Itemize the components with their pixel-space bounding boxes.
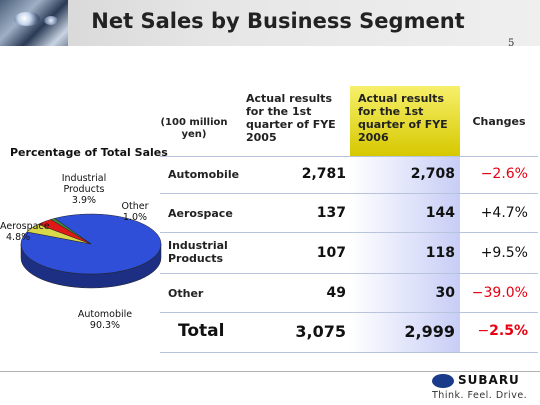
column-header-changes: Changes: [472, 114, 526, 128]
pie-chart: [20, 213, 162, 289]
footer-divider: [0, 371, 540, 372]
value-change-total: −2.5%: [460, 323, 528, 339]
row-divider: [160, 193, 538, 194]
value-curr-industrial: 118: [425, 245, 455, 261]
value-curr-aerospace: 144: [425, 205, 455, 221]
row-label-automobile: Automobile: [168, 168, 240, 181]
row-divider: [160, 156, 538, 157]
slide-number: 5: [508, 38, 515, 49]
header-bar: Net Sales by Business Segment: [0, 0, 540, 46]
subaru-logo-icon: [432, 374, 454, 388]
pie-label-aerospace-name: Aerospace: [0, 221, 50, 232]
pie-label-automobile: Automobile 90.3%: [72, 309, 138, 331]
value-prev-automobile: 2,781: [301, 166, 346, 182]
page-title: Net Sales by Business Segment: [91, 9, 465, 33]
pie-label-other-value: 1.0%: [122, 212, 148, 223]
unit-label: (100 million yen): [160, 117, 228, 140]
row-divider: [160, 273, 538, 274]
current-column-highlight: [350, 156, 460, 352]
pie-label-aerospace: Aerospace 4.8%: [0, 221, 56, 243]
pie-label-automobile-name: Automobile: [77, 309, 133, 320]
column-header-prev: Actual results for the 1st quarter of FY…: [246, 92, 336, 144]
row-divider: [160, 352, 538, 353]
value-curr-other: 30: [435, 285, 455, 301]
car-headlight-image: [0, 0, 68, 46]
value-prev-industrial: 107: [316, 245, 346, 261]
pie-label-industrial: Industrial Products 3.9%: [56, 173, 112, 206]
headlight-shape: [14, 12, 40, 26]
brand-slogan: Think. Feel. Drive.: [432, 390, 528, 401]
foglight-shape: [44, 16, 58, 25]
row-divider: [160, 232, 538, 233]
value-change-aerospace: +4.7%: [480, 205, 528, 221]
pie-label-other-name: Other: [121, 201, 149, 212]
row-label-other: Other: [168, 287, 204, 300]
column-header-curr: Actual results for the 1st quarter of FY…: [350, 86, 460, 156]
value-prev-total: 3,075: [295, 322, 346, 341]
value-curr-automobile: 2,708: [410, 166, 455, 182]
pie-label-other: Other 1.0%: [114, 201, 156, 223]
pie-label-industrial-name: Industrial Products: [61, 173, 107, 195]
brand-name: SUBARU: [458, 373, 520, 387]
row-divider: [160, 312, 538, 313]
chart-title: Percentage of Total Sales: [10, 146, 168, 159]
row-label-aerospace: Aerospace: [168, 207, 233, 220]
value-change-industrial: +9.5%: [480, 245, 528, 261]
value-change-total-value: 2.5%: [489, 323, 528, 339]
pie-label-industrial-value: 3.9%: [71, 195, 97, 206]
value-change-automobile: −2.6%: [480, 166, 528, 182]
row-label-total: Total: [178, 321, 225, 341]
row-label-industrial: Industrial Products: [168, 239, 228, 265]
pie-label-aerospace-value: 4.8%: [6, 232, 31, 243]
pie-slice-other: [50, 218, 92, 245]
value-change-other: −39.0%: [471, 285, 528, 301]
value-prev-aerospace: 137: [316, 205, 346, 221]
brand-block: SUBARU Think. Feel. Drive.: [424, 372, 536, 404]
value-curr-total: 2,999: [404, 322, 455, 341]
value-prev-other: 49: [326, 285, 346, 301]
pie-label-automobile-value: 90.3%: [89, 320, 121, 331]
value-change-total-sign: −: [477, 323, 490, 339]
